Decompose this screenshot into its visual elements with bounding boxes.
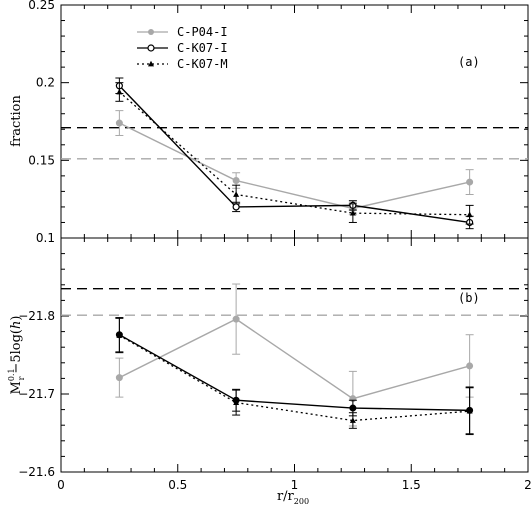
data-point [232, 315, 240, 323]
data-point [349, 404, 357, 412]
legend-label: C-K07-M [177, 57, 228, 71]
panel-a: 0.1 0.15 0.2 0.25 (a) C-P04-I C-K07-I C-K07-M [28, 0, 529, 245]
y-tick-label: 0.25 [28, 0, 55, 12]
series-line [118, 91, 470, 216]
y-axis-label-top: fraction [9, 95, 24, 147]
data-point [116, 332, 123, 338]
data-point [466, 211, 473, 218]
panel-label: (b) [458, 291, 480, 305]
data-point [232, 177, 240, 185]
data-point [232, 203, 240, 211]
panel-a-frame [60, 4, 529, 239]
panel-b-frame [60, 237, 529, 473]
data-point [466, 407, 473, 414]
legend-marker [147, 44, 155, 52]
x-tick-label: 0.5 [168, 478, 187, 492]
data-point [233, 191, 240, 197]
data-point [116, 88, 123, 95]
y-tick-label: −21.8 [18, 309, 55, 323]
data-point [466, 178, 474, 186]
y-tick-label: −21.7 [18, 387, 55, 401]
y-tick-label: 0.2 [36, 76, 55, 90]
data-point [115, 374, 123, 382]
data-point [466, 362, 474, 370]
y-tick-label: 0.15 [28, 153, 55, 167]
series-line [119, 334, 470, 412]
legend-marker [148, 29, 154, 35]
y-tick-label: 0.1 [36, 231, 55, 245]
series-line [119, 318, 470, 400]
x-tick-label: 1.5 [402, 478, 421, 492]
panel-label: (a) [458, 55, 480, 69]
data-point [233, 399, 240, 405]
y-axis-label-bottom: M0.1r−5log(h) [7, 316, 26, 395]
data-point [349, 209, 356, 216]
legend-marker [148, 60, 154, 67]
data-point [115, 119, 123, 127]
legend-label: C-P04-I [177, 25, 228, 39]
x-axis-label: r/r200 [277, 489, 309, 506]
y-tick-label: −21.6 [18, 465, 55, 479]
series-line [119, 334, 470, 422]
x-tick-label: 0 [57, 478, 65, 492]
panel-b: 0 0.5 1 1.5 2 −21.6 −21.7 −21.8 (b) [18, 237, 531, 492]
x-tick-label: 1 [291, 478, 299, 492]
series-line [119, 122, 470, 210]
series-line [118, 85, 470, 224]
x-tick-label: 2 [524, 478, 531, 492]
legend-label: C-K07-I [177, 41, 228, 55]
data-point [349, 417, 356, 423]
